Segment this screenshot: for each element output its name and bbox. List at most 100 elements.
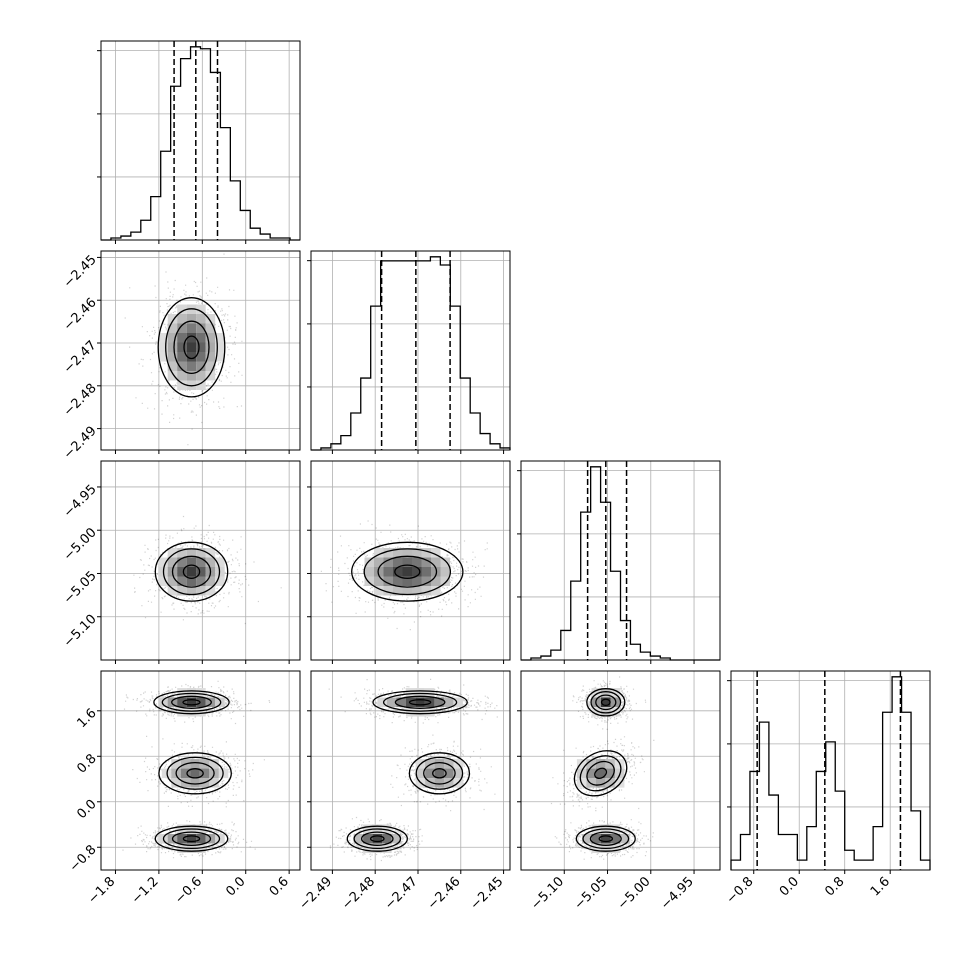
density-cell [591, 688, 601, 698]
density-cell [601, 697, 611, 707]
density-cell [196, 333, 206, 343]
density-cell [205, 342, 216, 352]
density-cell [199, 768, 210, 779]
density-cell [167, 361, 178, 371]
density-cell [196, 380, 206, 390]
histogram-step [730, 676, 931, 870]
histogram-step [101, 46, 300, 241]
density-cell [586, 759, 596, 769]
density-cell [601, 688, 611, 698]
contour-line [363, 548, 452, 596]
density-cell [209, 759, 219, 769]
axes-frame [520, 670, 721, 871]
density-cell [205, 586, 216, 596]
contour-line [182, 564, 201, 579]
contour-line [171, 555, 212, 588]
density-cell [425, 759, 435, 769]
density-cell [383, 557, 393, 567]
contour-line [351, 541, 464, 602]
density-cell [382, 843, 392, 853]
y-tick-label: −0.8 [67, 842, 100, 875]
density-cell [167, 323, 178, 333]
density-cell [196, 576, 206, 586]
density-cell [412, 576, 422, 586]
x-tick-label: 0.8 [822, 874, 847, 899]
hist-panel-3 [727, 670, 931, 871]
scatter-panel-2-1 [310, 460, 511, 661]
x-tick-label: −5.00 [615, 874, 654, 913]
density-cell [363, 834, 373, 844]
density-cell [177, 707, 187, 717]
density-cell [402, 557, 412, 567]
density-cell [605, 768, 615, 779]
density-cell [167, 314, 178, 324]
contour-line [415, 756, 464, 790]
contour-line [173, 320, 210, 375]
axes-frame [100, 460, 301, 661]
y-tick-label: 1.6 [74, 706, 99, 731]
contour-line [158, 752, 232, 795]
contour-line [353, 828, 402, 850]
density-cell [425, 778, 435, 788]
contour-line [394, 564, 421, 579]
contour-line [586, 688, 626, 717]
panel-content [550, 676, 655, 860]
density-cell [177, 557, 187, 567]
axes-frame [100, 40, 301, 241]
density-cell [431, 576, 441, 586]
axes-frame [100, 670, 301, 871]
density-cell [440, 557, 450, 567]
density-cell [610, 707, 620, 717]
density-cell [186, 557, 197, 567]
density-cell [582, 834, 592, 844]
density-cell [196, 697, 206, 707]
contour-line [408, 752, 471, 795]
density-cell [177, 586, 187, 596]
contour-line [166, 756, 224, 790]
scatter-panel-1-0 [100, 250, 301, 451]
density-cell [364, 567, 374, 577]
scatter-panel-3-1 [310, 670, 511, 871]
x-tick-label: −1.8 [85, 874, 118, 907]
contour-line [598, 835, 614, 843]
density-cell [415, 707, 425, 717]
axes-frame [310, 250, 511, 451]
density-cell [440, 576, 450, 586]
x-tick-label: −5.10 [528, 874, 567, 913]
density-cell [444, 759, 454, 769]
contour-line [154, 825, 229, 852]
x-tick-label: −5.05 [572, 874, 611, 913]
y-tick-label: −2.49 [61, 424, 100, 463]
density-cell [405, 688, 416, 698]
contour-line [346, 825, 408, 852]
density-cell [372, 834, 383, 844]
y-tick-label: −5.10 [61, 612, 100, 651]
density-cell [196, 707, 206, 717]
contour-line [369, 835, 385, 843]
x-tick-label: −4.95 [658, 874, 697, 913]
density-cell [402, 586, 412, 596]
density-cell [177, 333, 187, 343]
x-tick-label: −1.2 [129, 874, 162, 907]
density-cell [444, 778, 454, 788]
density-cell [595, 759, 606, 769]
density-cell [591, 834, 601, 844]
density-cell [186, 323, 197, 333]
y-tick-label: −5.00 [61, 525, 100, 564]
density-cell [382, 834, 392, 844]
x-tick-label: −2.49 [296, 874, 335, 913]
x-tick-label: −0.8 [724, 874, 757, 907]
density-cell [171, 778, 181, 788]
density-cell [396, 697, 406, 707]
density-cell [158, 352, 168, 362]
density-cell [383, 576, 393, 586]
density-cell [405, 707, 416, 717]
density-cell [205, 371, 216, 381]
density-cell [186, 314, 197, 324]
contour-line [171, 831, 212, 846]
density-cell [364, 576, 374, 586]
contour-line [161, 692, 222, 712]
density-cell [177, 371, 187, 381]
density-cell [186, 352, 197, 362]
y-tick-label: −2.46 [61, 295, 100, 334]
